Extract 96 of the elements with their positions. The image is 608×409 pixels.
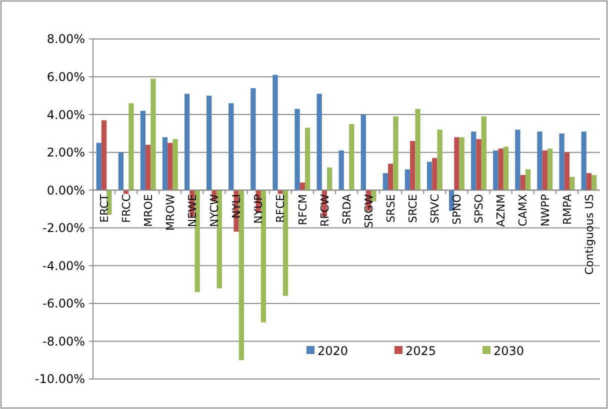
bar <box>432 158 438 190</box>
x-tick-label: SRSE <box>384 194 398 223</box>
x-tick-label: NWPP <box>538 194 552 226</box>
y-tick-label: 6.00% <box>46 70 85 84</box>
bar <box>393 116 398 190</box>
bar <box>194 190 200 292</box>
bar <box>437 130 442 190</box>
x-tick-label: SRDA <box>340 194 354 225</box>
x-tick-label: RFCM <box>296 194 310 226</box>
bar <box>547 148 553 190</box>
bar <box>294 108 300 190</box>
x-tick-label: SRVC <box>428 194 442 224</box>
y-tick-label: 8.00% <box>46 32 85 46</box>
bar <box>206 96 212 190</box>
bar <box>327 167 332 190</box>
bar <box>238 190 244 360</box>
legend-label: 2020 <box>318 344 348 358</box>
bar <box>123 190 129 194</box>
y-tick-label: -10.00% <box>34 372 85 386</box>
bar <box>168 142 173 190</box>
y-tick-label: 0.00% <box>46 183 85 198</box>
x-tick-label: MROE <box>142 194 155 227</box>
bar <box>382 173 388 190</box>
bar <box>459 137 464 190</box>
bar <box>172 139 178 190</box>
bar <box>118 152 124 190</box>
bar <box>184 94 190 190</box>
bar <box>371 190 376 202</box>
bar <box>278 190 283 194</box>
x-tick-label: Contiguous US <box>582 194 596 275</box>
y-tick-label: -4.00% <box>42 258 85 273</box>
y-tick-label: 4.00% <box>46 108 85 122</box>
bar <box>349 124 354 190</box>
bar <box>503 146 509 190</box>
bar <box>146 144 151 190</box>
bar <box>272 74 278 190</box>
bar <box>250 88 256 190</box>
bar <box>128 103 134 190</box>
bar <box>140 110 146 190</box>
bar <box>360 114 366 190</box>
bar <box>493 150 498 190</box>
x-tick-label: ERCT <box>98 194 111 223</box>
bar <box>542 150 548 190</box>
bar <box>476 139 482 190</box>
x-tick-label: SPSO <box>472 194 486 224</box>
bar <box>515 130 520 190</box>
x-tick-label: NYCW <box>208 194 222 228</box>
y-tick-label: -8.00% <box>42 334 85 348</box>
x-tick-label: NEWE <box>186 194 200 228</box>
legend-label: 2030 <box>494 344 524 358</box>
bar <box>216 190 222 288</box>
bar <box>525 169 531 190</box>
bar <box>592 175 597 190</box>
bar <box>471 132 476 190</box>
bar <box>564 152 570 190</box>
bar <box>481 116 486 190</box>
bar <box>415 108 420 190</box>
bar <box>559 133 564 190</box>
x-tick-label: MROW <box>164 194 177 231</box>
bar <box>96 142 102 190</box>
legend-label: 2025 <box>406 344 436 358</box>
x-tick-label: RFCE <box>274 194 288 223</box>
bar <box>404 169 410 190</box>
x-tick-label: SRGW <box>362 194 376 228</box>
x-tick-label: SPNO <box>450 194 464 225</box>
y-tick-label: 2.00% <box>46 146 85 160</box>
y-tick-label: -2.00% <box>42 221 85 236</box>
bar <box>570 176 575 190</box>
x-tick-label: NYUP <box>252 194 266 224</box>
bar <box>304 128 310 190</box>
bar <box>260 190 266 322</box>
bar <box>300 182 305 190</box>
bar <box>282 190 288 296</box>
bar <box>537 132 542 190</box>
bar <box>228 103 234 190</box>
x-tick-label: CAMX <box>516 194 530 226</box>
x-tick-label: RMPA <box>560 194 574 225</box>
bar <box>586 173 592 190</box>
x-tick-label: NYLI <box>230 194 244 218</box>
x-tick-label: FRCC <box>120 194 133 223</box>
bar <box>454 137 460 190</box>
bar <box>498 148 504 190</box>
y-tick-label: -6.00% <box>42 296 85 311</box>
bar <box>520 175 526 190</box>
bar <box>388 164 394 190</box>
bar <box>162 137 168 190</box>
bar <box>101 120 107 190</box>
bar <box>581 132 586 190</box>
bar <box>150 78 156 190</box>
bar <box>410 141 416 190</box>
x-tick-label: RFCW <box>318 194 332 227</box>
bar <box>316 94 322 190</box>
bar <box>426 162 432 190</box>
x-tick-label: SRCE <box>406 194 420 223</box>
x-tick-label: AZNM <box>494 194 508 227</box>
bar <box>338 150 344 190</box>
